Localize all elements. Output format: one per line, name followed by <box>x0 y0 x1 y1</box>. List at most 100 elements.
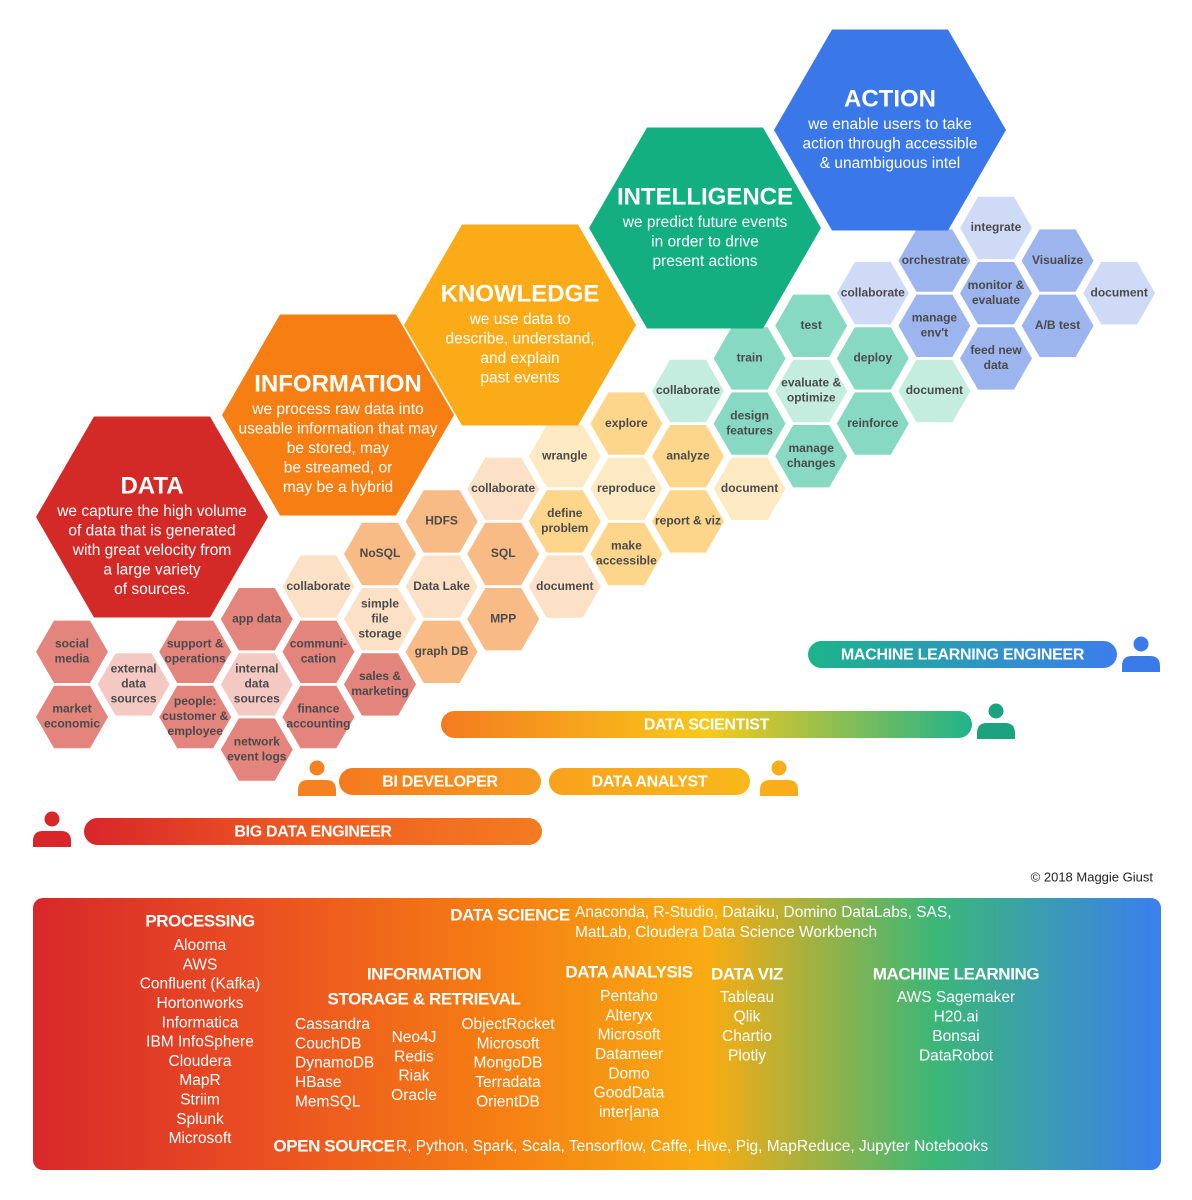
task-hex <box>775 359 848 423</box>
task-hex <box>159 685 232 749</box>
tool-item: HBase <box>295 1074 342 1091</box>
task-label: communi- <box>290 636 347 650</box>
task-label: event logs <box>227 749 287 763</box>
task-label: problem <box>541 521 588 535</box>
task-label: design <box>730 408 769 422</box>
task-hex <box>1021 294 1094 357</box>
tool-section-title: DATA SCIENCE <box>450 905 570 924</box>
person-icon-body <box>760 780 798 796</box>
task-hex <box>282 620 355 683</box>
task-label: document <box>906 383 963 397</box>
tool-item: CouchDB <box>295 1035 361 1052</box>
task-label: graph DB <box>415 644 469 658</box>
person-icon-head <box>309 760 325 776</box>
task-hex <box>960 262 1032 325</box>
role-bar <box>339 768 541 795</box>
task-label: cation <box>301 651 336 665</box>
task-hex <box>159 620 232 683</box>
task-hex <box>836 262 909 325</box>
stage-description: in order to drive <box>651 234 759 251</box>
task-hex <box>282 685 355 749</box>
tool-item: Riak <box>398 1068 429 1085</box>
task-hex <box>1083 262 1156 325</box>
stage-description: we enable users to take <box>807 116 972 133</box>
task-hex <box>97 653 170 716</box>
task-label: network <box>234 734 280 748</box>
tool-item: Qlik <box>734 1009 761 1026</box>
tool-item: Microsoft <box>477 1035 541 1052</box>
stage-title: DATA <box>120 472 183 499</box>
tool-item: GoodData <box>594 1085 665 1102</box>
stage-description: of sources. <box>114 581 190 598</box>
task-hex <box>282 555 355 618</box>
task-label: social <box>55 636 89 650</box>
task-label: changes <box>787 456 836 470</box>
task-label: evaluate & <box>781 376 841 390</box>
task-hex <box>590 457 663 520</box>
task-label: collaborate <box>286 579 350 593</box>
task-label: sources <box>111 692 157 706</box>
task-hex <box>528 490 601 553</box>
task-label: sources <box>234 692 280 706</box>
tool-item: Redis <box>394 1048 434 1065</box>
task-hex <box>405 620 478 683</box>
role-title: BI DEVELOPER <box>382 774 498 791</box>
tool-item: Splunk <box>176 1111 224 1128</box>
stage-hex <box>36 416 268 618</box>
stage-hex <box>589 127 821 329</box>
stage-description: describe, understand, <box>445 331 594 348</box>
tool-item: Tableau <box>720 989 774 1006</box>
task-label: reproduce <box>597 481 656 495</box>
task-label: collaborate <box>656 383 720 397</box>
task-hex <box>713 327 786 390</box>
task-label: evaluate <box>972 293 1020 307</box>
tool-item: Cloudera <box>169 1053 232 1070</box>
task-hex <box>36 620 108 683</box>
stage-description: of data that is generated <box>68 523 235 540</box>
task-label: document <box>536 579 593 593</box>
role-title: MACHINE LEARNING ENGINEER <box>841 647 1085 664</box>
task-label: HDFS <box>425 514 458 528</box>
stage-title: INTELLIGENCE <box>617 183 793 210</box>
person-icon-body <box>1122 656 1160 672</box>
stage-title: ACTION <box>844 85 936 112</box>
stage-hex <box>222 314 454 516</box>
tool-item: inter|ana <box>599 1104 659 1121</box>
tool-section-title: DATA ANALYSIS <box>565 962 692 981</box>
stage-description: we use data to <box>469 311 571 328</box>
task-label: market <box>52 702 91 716</box>
task-label: define <box>547 506 583 520</box>
stage-description: be stored, may <box>287 440 390 457</box>
task-hex <box>405 555 478 618</box>
task-hex <box>344 588 416 651</box>
task-hex <box>652 359 724 423</box>
task-label: Data Lake <box>413 579 470 593</box>
task-hex <box>652 490 724 553</box>
task-hex <box>590 392 663 455</box>
tool-item: Microsoft <box>169 1130 233 1147</box>
task-label: accounting <box>286 717 350 731</box>
task-hex <box>836 327 909 390</box>
person-icon-body <box>33 831 71 847</box>
task-label: file <box>371 611 389 625</box>
role-title: DATA ANALYST <box>592 774 708 791</box>
tool-section-title: DATA VIZ <box>711 964 783 983</box>
tool-item: Cassandra <box>295 1016 370 1033</box>
task-label: data <box>121 677 146 691</box>
task-label: feed new <box>970 343 1022 357</box>
task-label: data <box>244 677 269 691</box>
tool-item: Terradata <box>475 1074 541 1091</box>
task-label: sales & <box>359 669 401 683</box>
tool-item: DataRobot <box>919 1048 994 1065</box>
tool-item: MapR <box>179 1072 220 1089</box>
tool-item: Hortonworks <box>157 995 244 1012</box>
role-bar <box>549 768 750 795</box>
task-hex <box>652 425 724 488</box>
task-hex <box>898 229 971 292</box>
tool-item: Microsoft <box>598 1027 662 1044</box>
tool-item: Alteryx <box>605 1007 653 1024</box>
task-hex <box>467 457 540 520</box>
task-label: people: <box>174 694 217 708</box>
stage-hex <box>774 29 1006 231</box>
